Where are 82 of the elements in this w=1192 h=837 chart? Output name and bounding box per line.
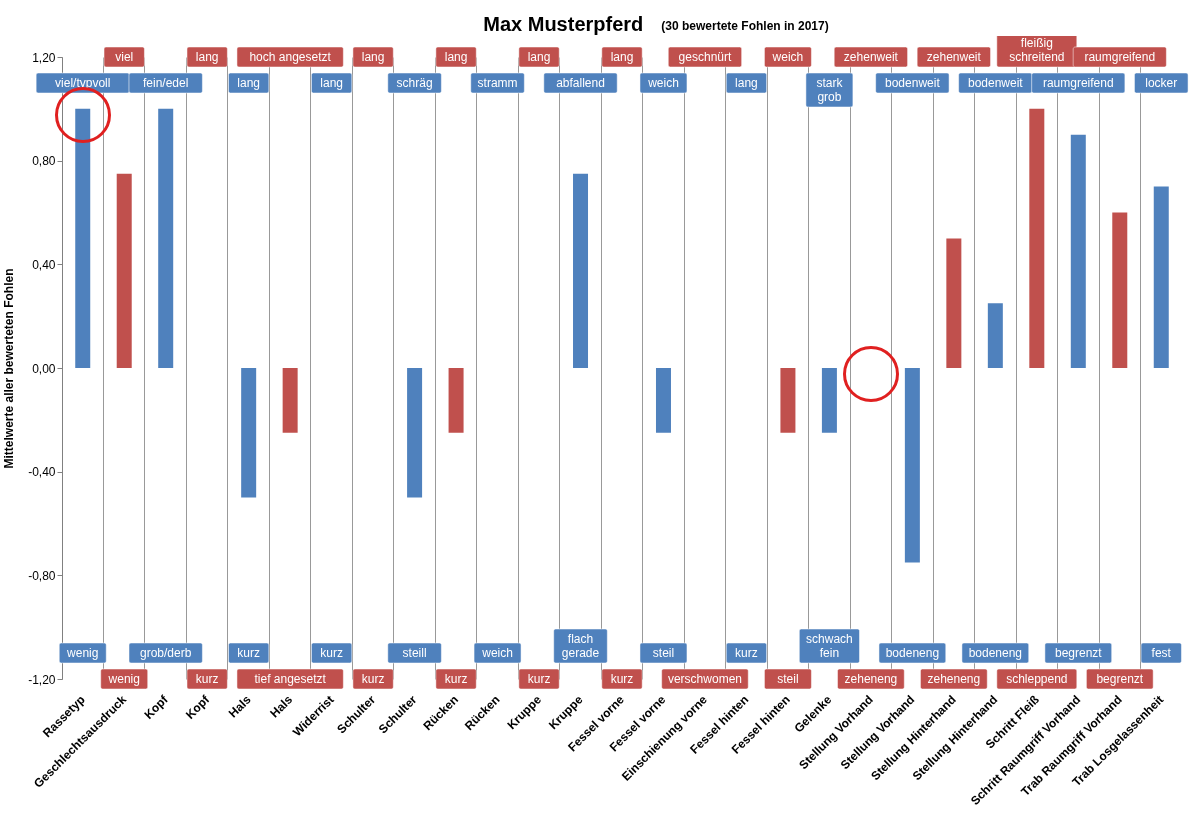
annotation: grob/derb xyxy=(140,646,192,660)
annotation: bodeneng xyxy=(968,646,1023,660)
annotation: flach gerade xyxy=(561,632,600,660)
annotation: lang xyxy=(237,76,261,90)
annotation: stramm xyxy=(477,76,518,90)
bar xyxy=(821,368,837,433)
bar xyxy=(407,368,423,498)
annotation: lang xyxy=(610,50,634,64)
annotation: schräg xyxy=(396,76,433,90)
annotation: steil xyxy=(777,672,799,686)
annotation: kurz xyxy=(195,672,219,686)
annotation: lang xyxy=(361,50,385,64)
annotation: raumgreifend xyxy=(1084,50,1156,64)
y-axis-title: Mittelwerte aller bewerteten Fohlen xyxy=(2,268,17,469)
bar xyxy=(448,368,464,433)
annotation: fein/edel xyxy=(143,76,189,90)
annotation: weich xyxy=(481,646,513,660)
bar xyxy=(241,368,257,498)
bar xyxy=(282,368,298,433)
annotation: viel xyxy=(115,50,134,64)
bar xyxy=(946,238,962,368)
bar xyxy=(780,368,796,433)
annotation: zeheneng xyxy=(844,672,898,686)
annotation: steil xyxy=(652,646,675,660)
annotation: bodenweit xyxy=(967,76,1024,90)
y-tick-label: 0,40 xyxy=(32,257,56,272)
annotation: lang xyxy=(444,50,468,64)
annotation: raumgreifend xyxy=(1042,76,1114,90)
annotation: zehenweit xyxy=(843,50,899,64)
annotation: steill xyxy=(402,646,427,660)
annotation: begrenzt xyxy=(1096,672,1144,686)
annotation: tief angesetzt xyxy=(254,672,327,686)
annotation: zehenweit xyxy=(926,50,982,64)
bar xyxy=(1112,212,1128,368)
annotation: lang xyxy=(735,76,758,90)
annotation: locker xyxy=(1145,76,1178,90)
y-tick-label: 0,80 xyxy=(32,154,56,169)
annotation: kurz xyxy=(320,646,343,660)
annotation: kurz xyxy=(610,672,634,686)
annotation: weich xyxy=(647,76,679,90)
y-tick-label: -0,40 xyxy=(28,465,56,480)
annotation: bodenweit xyxy=(885,76,941,90)
annotation: bodeneng xyxy=(885,646,940,660)
annotation: stark grob xyxy=(816,76,844,104)
annotation: kurz xyxy=(237,646,260,660)
annotation: fleißig schreitend xyxy=(1009,36,1065,64)
annotation: lang xyxy=(320,76,343,90)
annotation: kurz xyxy=(527,672,551,686)
annotation: lang xyxy=(195,50,219,64)
annotation: schleppend xyxy=(1006,672,1068,686)
annotation: weich xyxy=(771,50,804,64)
annotation: kurz xyxy=(735,646,758,660)
annotation: wenig xyxy=(107,672,140,686)
annotation: geschnürt xyxy=(678,50,732,64)
chart-title: Max Musterpferd xyxy=(483,13,644,36)
bar xyxy=(904,368,920,563)
annotation: kurz xyxy=(444,672,468,686)
annotation: zeheneng xyxy=(927,672,981,686)
bar xyxy=(1153,186,1169,368)
chart-subtitle: (30 bewertete Fohlen in 2017) xyxy=(661,19,829,35)
annotation: verschwomen xyxy=(667,672,742,686)
y-tick-label: 0,00 xyxy=(32,361,56,376)
annotation: viel/typvoll xyxy=(55,76,111,90)
annotation: hoch angesetzt xyxy=(249,50,332,64)
bar xyxy=(655,368,671,433)
annotation: fest xyxy=(1151,646,1172,660)
y-tick-label: -1,20 xyxy=(28,672,56,687)
bar xyxy=(158,108,174,368)
annotation: kurz xyxy=(361,672,385,686)
annotation: schwach fein xyxy=(806,632,853,660)
bar xyxy=(1070,134,1086,368)
y-tick-label: 1,20 xyxy=(32,50,56,65)
bar xyxy=(573,173,589,368)
bar xyxy=(75,108,91,368)
bar xyxy=(116,173,132,368)
bar xyxy=(1029,108,1045,368)
annotation: abfallend xyxy=(556,76,605,90)
annotation: begrenzt xyxy=(1054,646,1103,660)
y-tick-label: -0,80 xyxy=(28,568,56,583)
annotation: lang xyxy=(527,50,551,64)
annotation: wenig xyxy=(66,646,99,660)
bar xyxy=(987,303,1003,368)
